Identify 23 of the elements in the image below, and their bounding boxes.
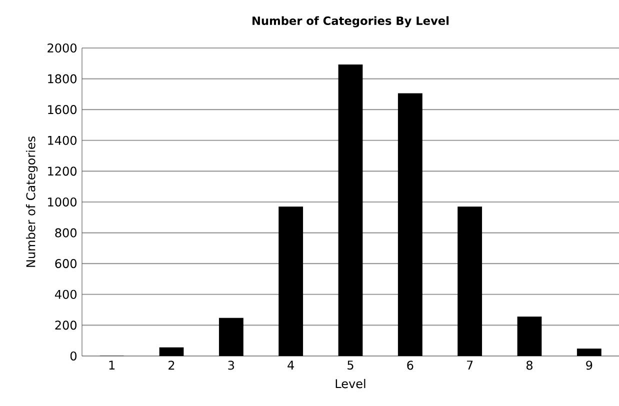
y-tick-label: 600 <box>55 259 76 268</box>
y-tick-label: 1800 <box>48 74 76 84</box>
x-axis-title: Level <box>336 378 366 388</box>
x-tick-label: 1 <box>109 360 115 370</box>
x-tick-label: 8 <box>526 360 532 370</box>
y-tick-label: 2000 <box>48 43 76 53</box>
x-tick-label: 3 <box>228 360 234 370</box>
x-tick-label: 9 <box>586 360 592 370</box>
y-axis-title: Number of Categories <box>26 136 38 267</box>
y-tick-label: 0 <box>70 351 76 361</box>
y-tick-label: 1200 <box>48 166 76 176</box>
y-tick-label: 1400 <box>48 136 76 145</box>
x-tick-label: 2 <box>168 360 174 370</box>
x-tick-label: 5 <box>348 360 354 370</box>
x-tick-label: 6 <box>407 360 414 370</box>
x-tick-label: 7 <box>466 360 473 370</box>
y-tick-label: 1000 <box>48 197 76 207</box>
y-tick-label: 400 <box>54 290 76 299</box>
chart-title: Number of Categories By Level <box>252 16 449 28</box>
y-tick-label: 1600 <box>48 105 76 114</box>
x-tick-label: 4 <box>288 360 294 370</box>
y-tick-label: 200 <box>55 320 76 330</box>
y-tick-label: 800 <box>55 228 76 238</box>
